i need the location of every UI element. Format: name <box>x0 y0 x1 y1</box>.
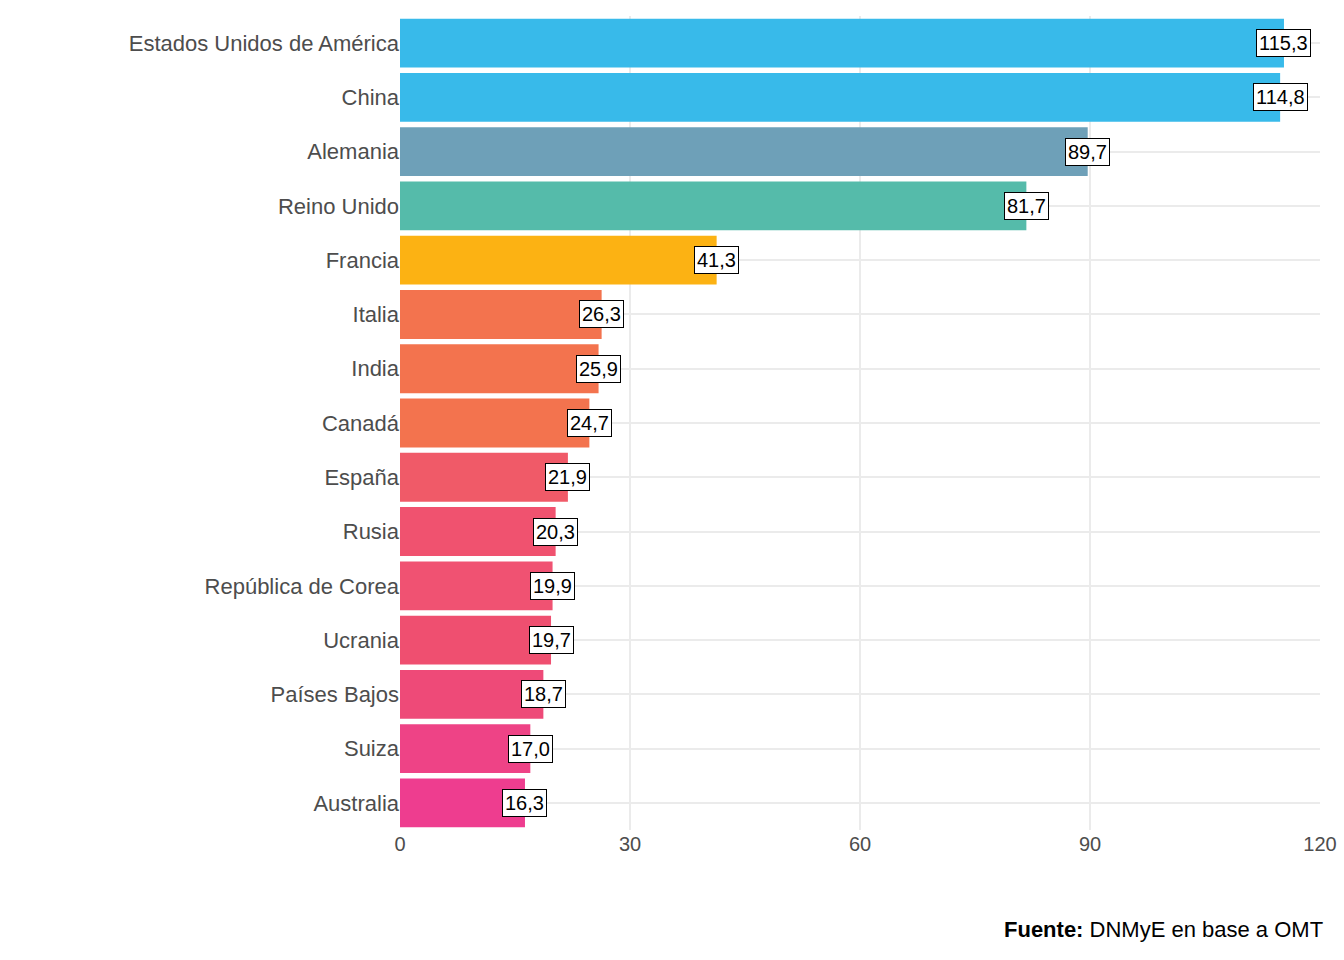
svg-text:Suiza: Suiza <box>344 736 400 761</box>
svg-text:Rusia: Rusia <box>343 519 400 544</box>
svg-text:114,8: 114,8 <box>1256 86 1305 108</box>
svg-text:21,9: 21,9 <box>548 466 587 488</box>
svg-text:120: 120 <box>1303 833 1336 855</box>
svg-text:Países Bajos: Países Bajos <box>271 682 399 707</box>
svg-text:Reino Unido: Reino Unido <box>278 194 399 219</box>
svg-text:90: 90 <box>1079 833 1101 855</box>
svg-text:41,3: 41,3 <box>697 249 736 271</box>
svg-text:Fuente: DNMyE en base a OMT: Fuente: DNMyE en base a OMT <box>1004 917 1323 942</box>
svg-text:Estados Unidos de América: Estados Unidos de América <box>129 31 400 56</box>
svg-text:China: China <box>342 85 400 110</box>
svg-text:Ucrania: Ucrania <box>323 628 400 653</box>
svg-text:24,7: 24,7 <box>570 412 609 434</box>
svg-text:115,3: 115,3 <box>1259 32 1308 54</box>
svg-text:0: 0 <box>394 833 405 855</box>
svg-text:19,9: 19,9 <box>533 575 572 597</box>
svg-text:89,7: 89,7 <box>1068 141 1107 163</box>
svg-text:20,3: 20,3 <box>536 521 575 543</box>
svg-text:Francia: Francia <box>326 248 400 273</box>
svg-text:Australia: Australia <box>313 791 399 816</box>
svg-text:19,7: 19,7 <box>532 629 571 651</box>
svg-text:26,3: 26,3 <box>582 303 621 325</box>
svg-text:18,7: 18,7 <box>524 683 563 705</box>
svg-text:Italia: Italia <box>353 302 400 327</box>
svg-text:60: 60 <box>849 833 871 855</box>
svg-text:Canadá: Canadá <box>322 411 400 436</box>
svg-text:17,0: 17,0 <box>511 738 550 760</box>
svg-text:Alemania: Alemania <box>307 139 399 164</box>
svg-text:República de Corea: República de Corea <box>205 574 400 599</box>
svg-text:25,9: 25,9 <box>579 358 618 380</box>
svg-text:India: India <box>351 356 399 381</box>
svg-text:España: España <box>324 465 399 490</box>
svg-text:81,7: 81,7 <box>1007 195 1046 217</box>
svg-text:30: 30 <box>619 833 641 855</box>
svg-text:16,3: 16,3 <box>505 792 544 814</box>
